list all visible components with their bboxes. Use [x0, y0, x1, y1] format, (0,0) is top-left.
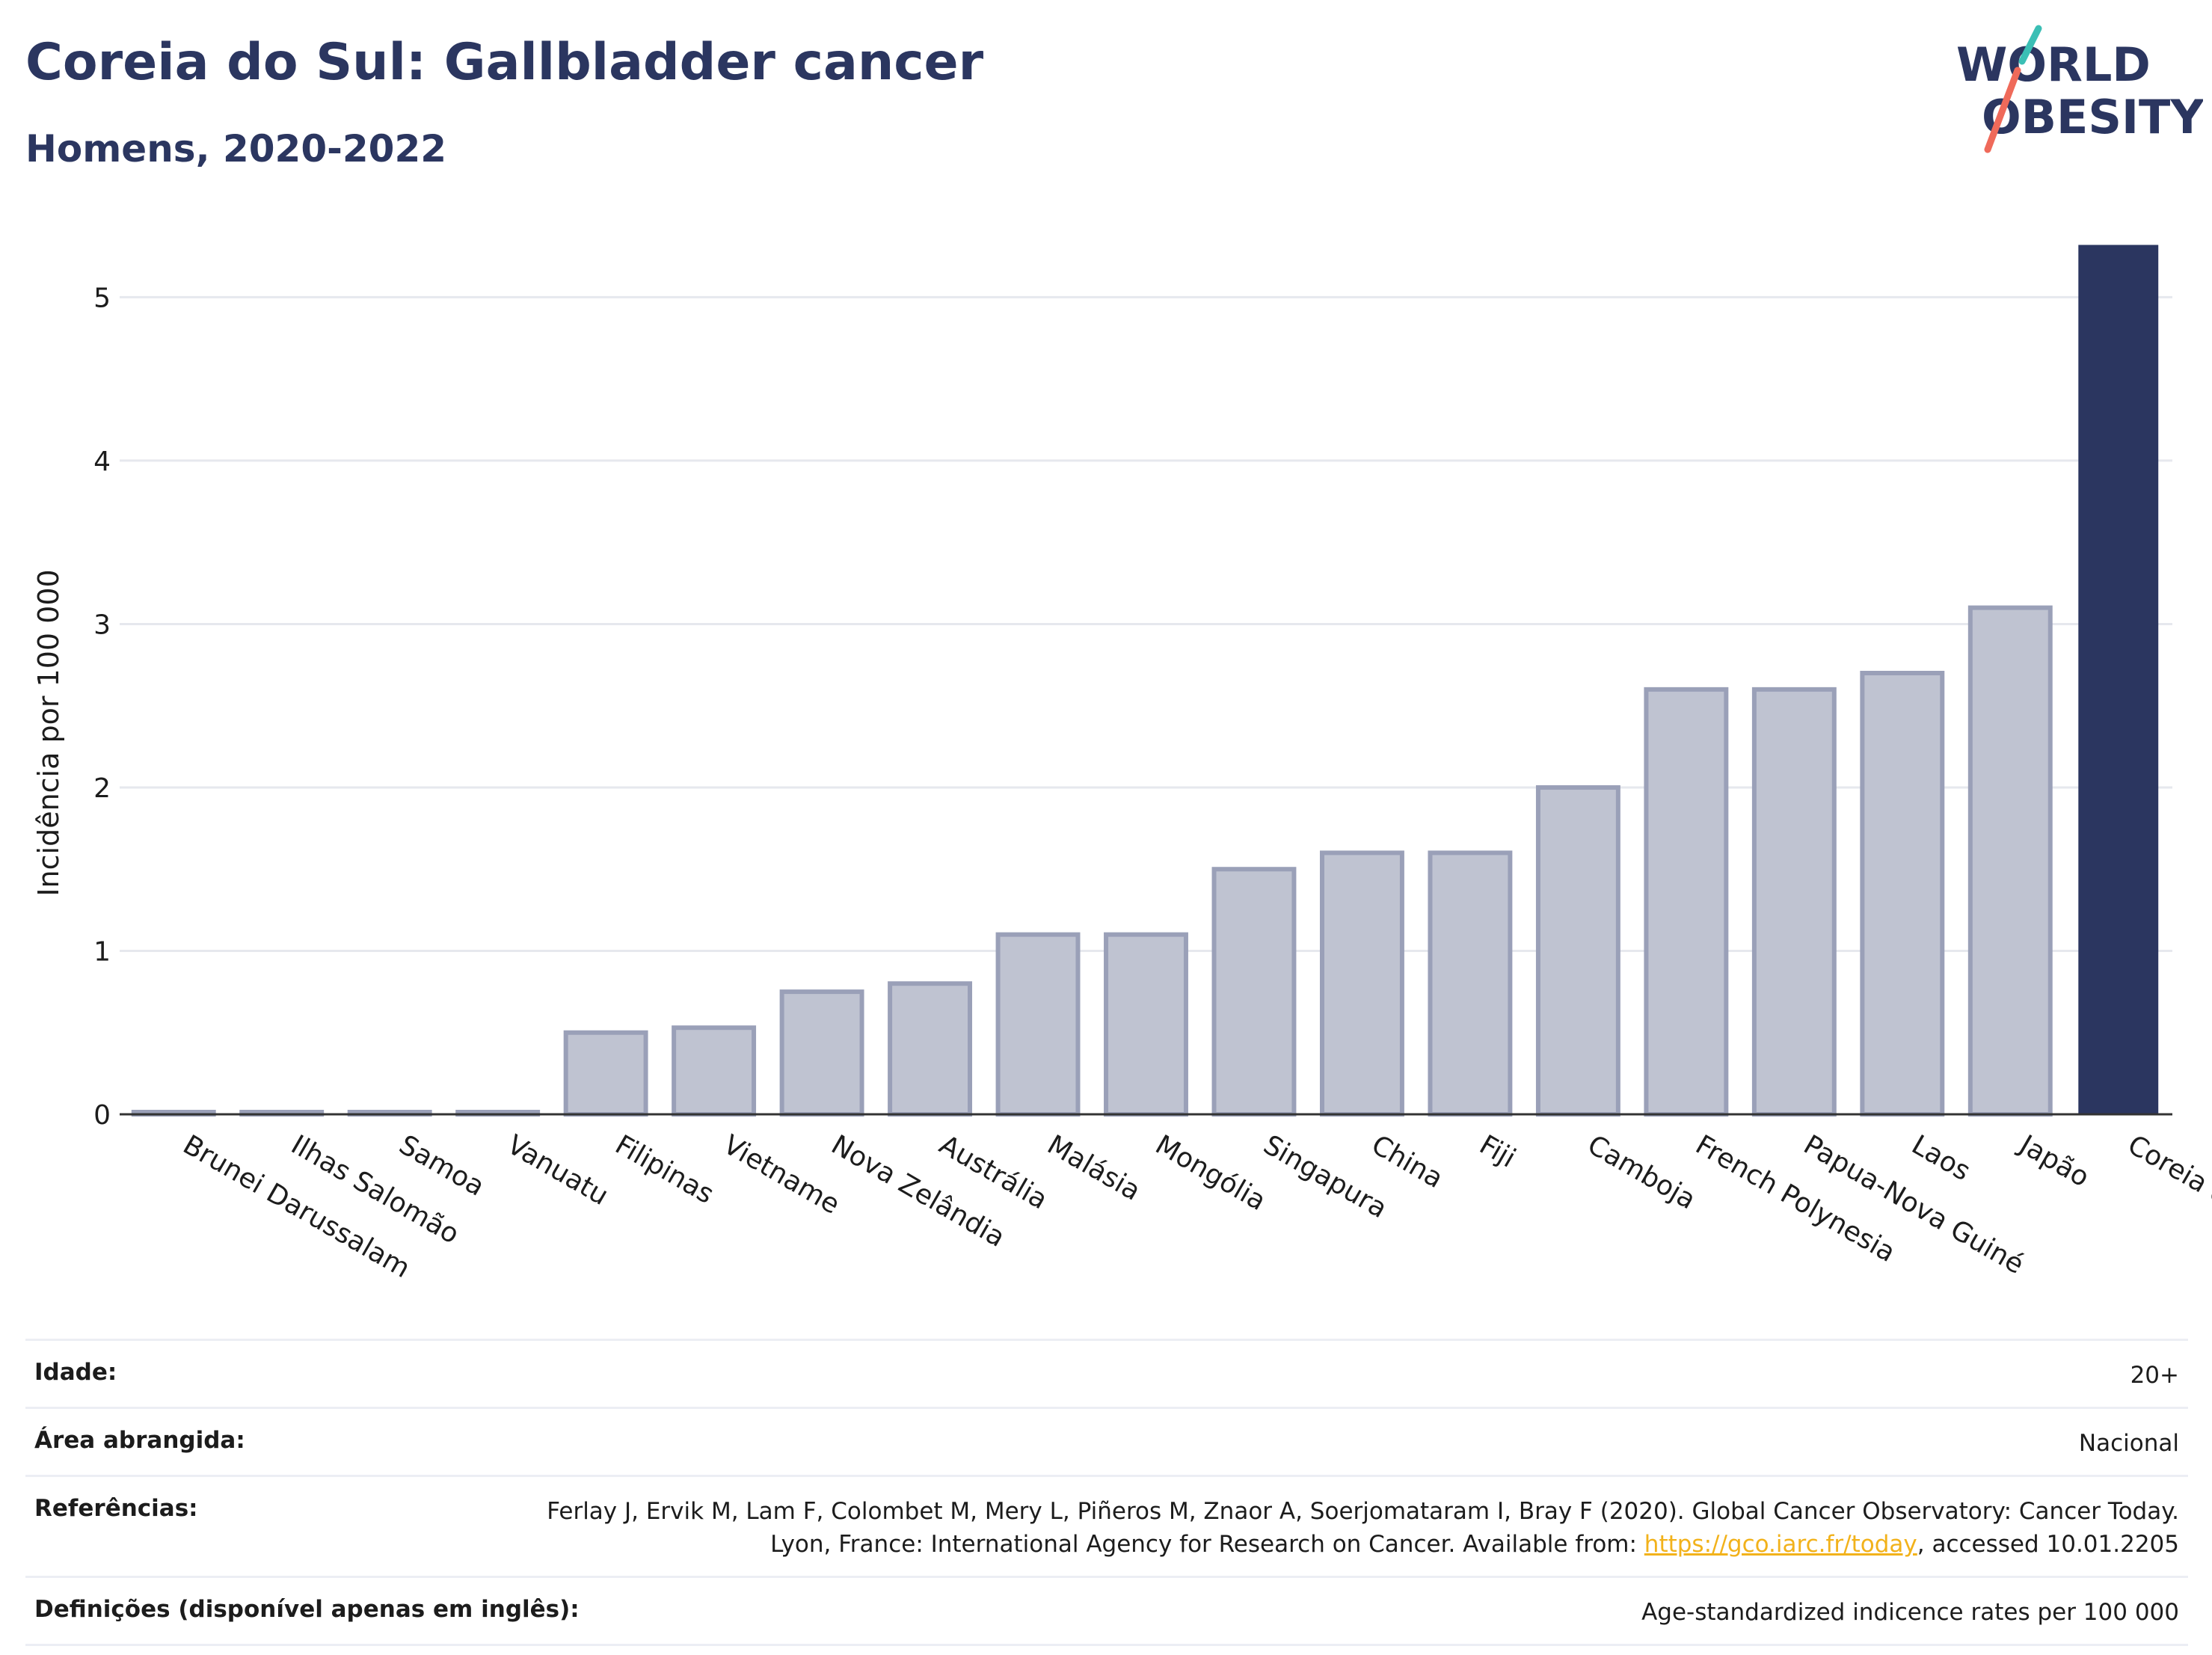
y-tick-labels: 0 1 2 3 4 5 [93, 283, 111, 1131]
x-tick-label: Laos [1906, 1129, 1975, 1187]
bar-camboja [1535, 784, 1620, 1117]
page-title: Coreia do Sul: Gallbladder cancer [25, 33, 984, 92]
x-tick-label: Filipinas [610, 1129, 719, 1210]
bar-filipinas [563, 1030, 648, 1117]
age-label: Idade: [34, 1359, 117, 1386]
meta-row-age: Idade: 20+ [25, 1339, 2188, 1407]
references-label: Referências: [34, 1495, 198, 1522]
references-link[interactable]: https://gco.iarc.fr/today [1644, 1531, 1917, 1558]
y-axis-title: Incidência por 100 000 [32, 569, 65, 896]
logo-slash-coral [1984, 67, 2021, 153]
meta-row-references: Referências: Ferlay J, Ervik M, Lam F, C… [25, 1475, 2188, 1576]
y-tick-label: 0 [93, 1100, 111, 1131]
logo-line-1: WORLD [1956, 37, 2151, 92]
bar-laos [1860, 671, 1945, 1117]
page-subtitle: Homens, 2020-2022 [25, 127, 447, 171]
bar-layer [131, 245, 2159, 1117]
x-tick-label: Fiji [1474, 1129, 1520, 1174]
bar-jap-o [1967, 605, 2053, 1117]
bar-vietname [672, 1025, 757, 1117]
y-tick-label: 4 [93, 446, 111, 477]
x-tick-label: Singapura [1258, 1129, 1392, 1224]
x-tick-label: Coreia do Sul [2122, 1129, 2212, 1245]
x-tick-label: Vietname [718, 1129, 845, 1220]
bar-mong-lia [1104, 932, 1188, 1117]
references-value: Ferlay J, Ervik M, Lam F, Colombet M, Me… [534, 1495, 2179, 1561]
y-tick-label: 2 [93, 773, 111, 804]
x-tick-label: Japão [2013, 1129, 2095, 1193]
bar-austr-lia [888, 981, 973, 1117]
y-tick-label: 5 [93, 283, 111, 313]
metadata-table: Idade: 20+ Área abrangida: Nacional Refe… [25, 1339, 2188, 1646]
logo-slash-teal [2018, 25, 2042, 65]
references-text-1: Ferlay J, Ervik M, Lam F, Colombet M, Me… [547, 1498, 2179, 1558]
x-tick-label: China [1366, 1129, 1448, 1194]
y-tick-label: 3 [93, 610, 111, 640]
definitions-value: Age-standardized indicence rates per 100… [1641, 1599, 2179, 1626]
world-obesity-logo: WORLD OBESITY [1956, 25, 2203, 153]
age-value: 20+ [2130, 1362, 2179, 1389]
meta-row-area: Área abrangida: Nacional [25, 1407, 2188, 1475]
bar-french-polynesia [1644, 687, 1729, 1117]
x-tick-label: Malásia [1042, 1129, 1146, 1207]
area-value: Nacional [2078, 1430, 2179, 1457]
bar-china [1319, 850, 1404, 1117]
x-tick-label: Vanuatu [502, 1129, 613, 1212]
x-tick-label: French Polynesia [1690, 1129, 1900, 1268]
references-text-2: , accessed 10.01.2205 [1917, 1531, 2179, 1558]
bar-coreia-do-sul [2078, 245, 2159, 1115]
x-tick-label: Mongólia [1150, 1129, 1271, 1217]
logo-line-2: OBESITY [1982, 90, 2203, 144]
x-tick-label: Camboja [1582, 1129, 1701, 1215]
bar-fiji [1428, 850, 1513, 1117]
bar-singapura [1211, 867, 1297, 1117]
bar-mal-sia [995, 932, 1081, 1117]
definitions-label: Definições (disponível apenas em inglês)… [34, 1596, 580, 1623]
area-label: Área abrangida: [34, 1427, 245, 1454]
meta-row-definitions: Definições (disponível apenas em inglês)… [25, 1576, 2188, 1646]
y-tick-label: 1 [93, 936, 111, 967]
bar-nova-zel-ndia [779, 989, 864, 1117]
bar-papua-nova-guin- [1751, 687, 1837, 1117]
